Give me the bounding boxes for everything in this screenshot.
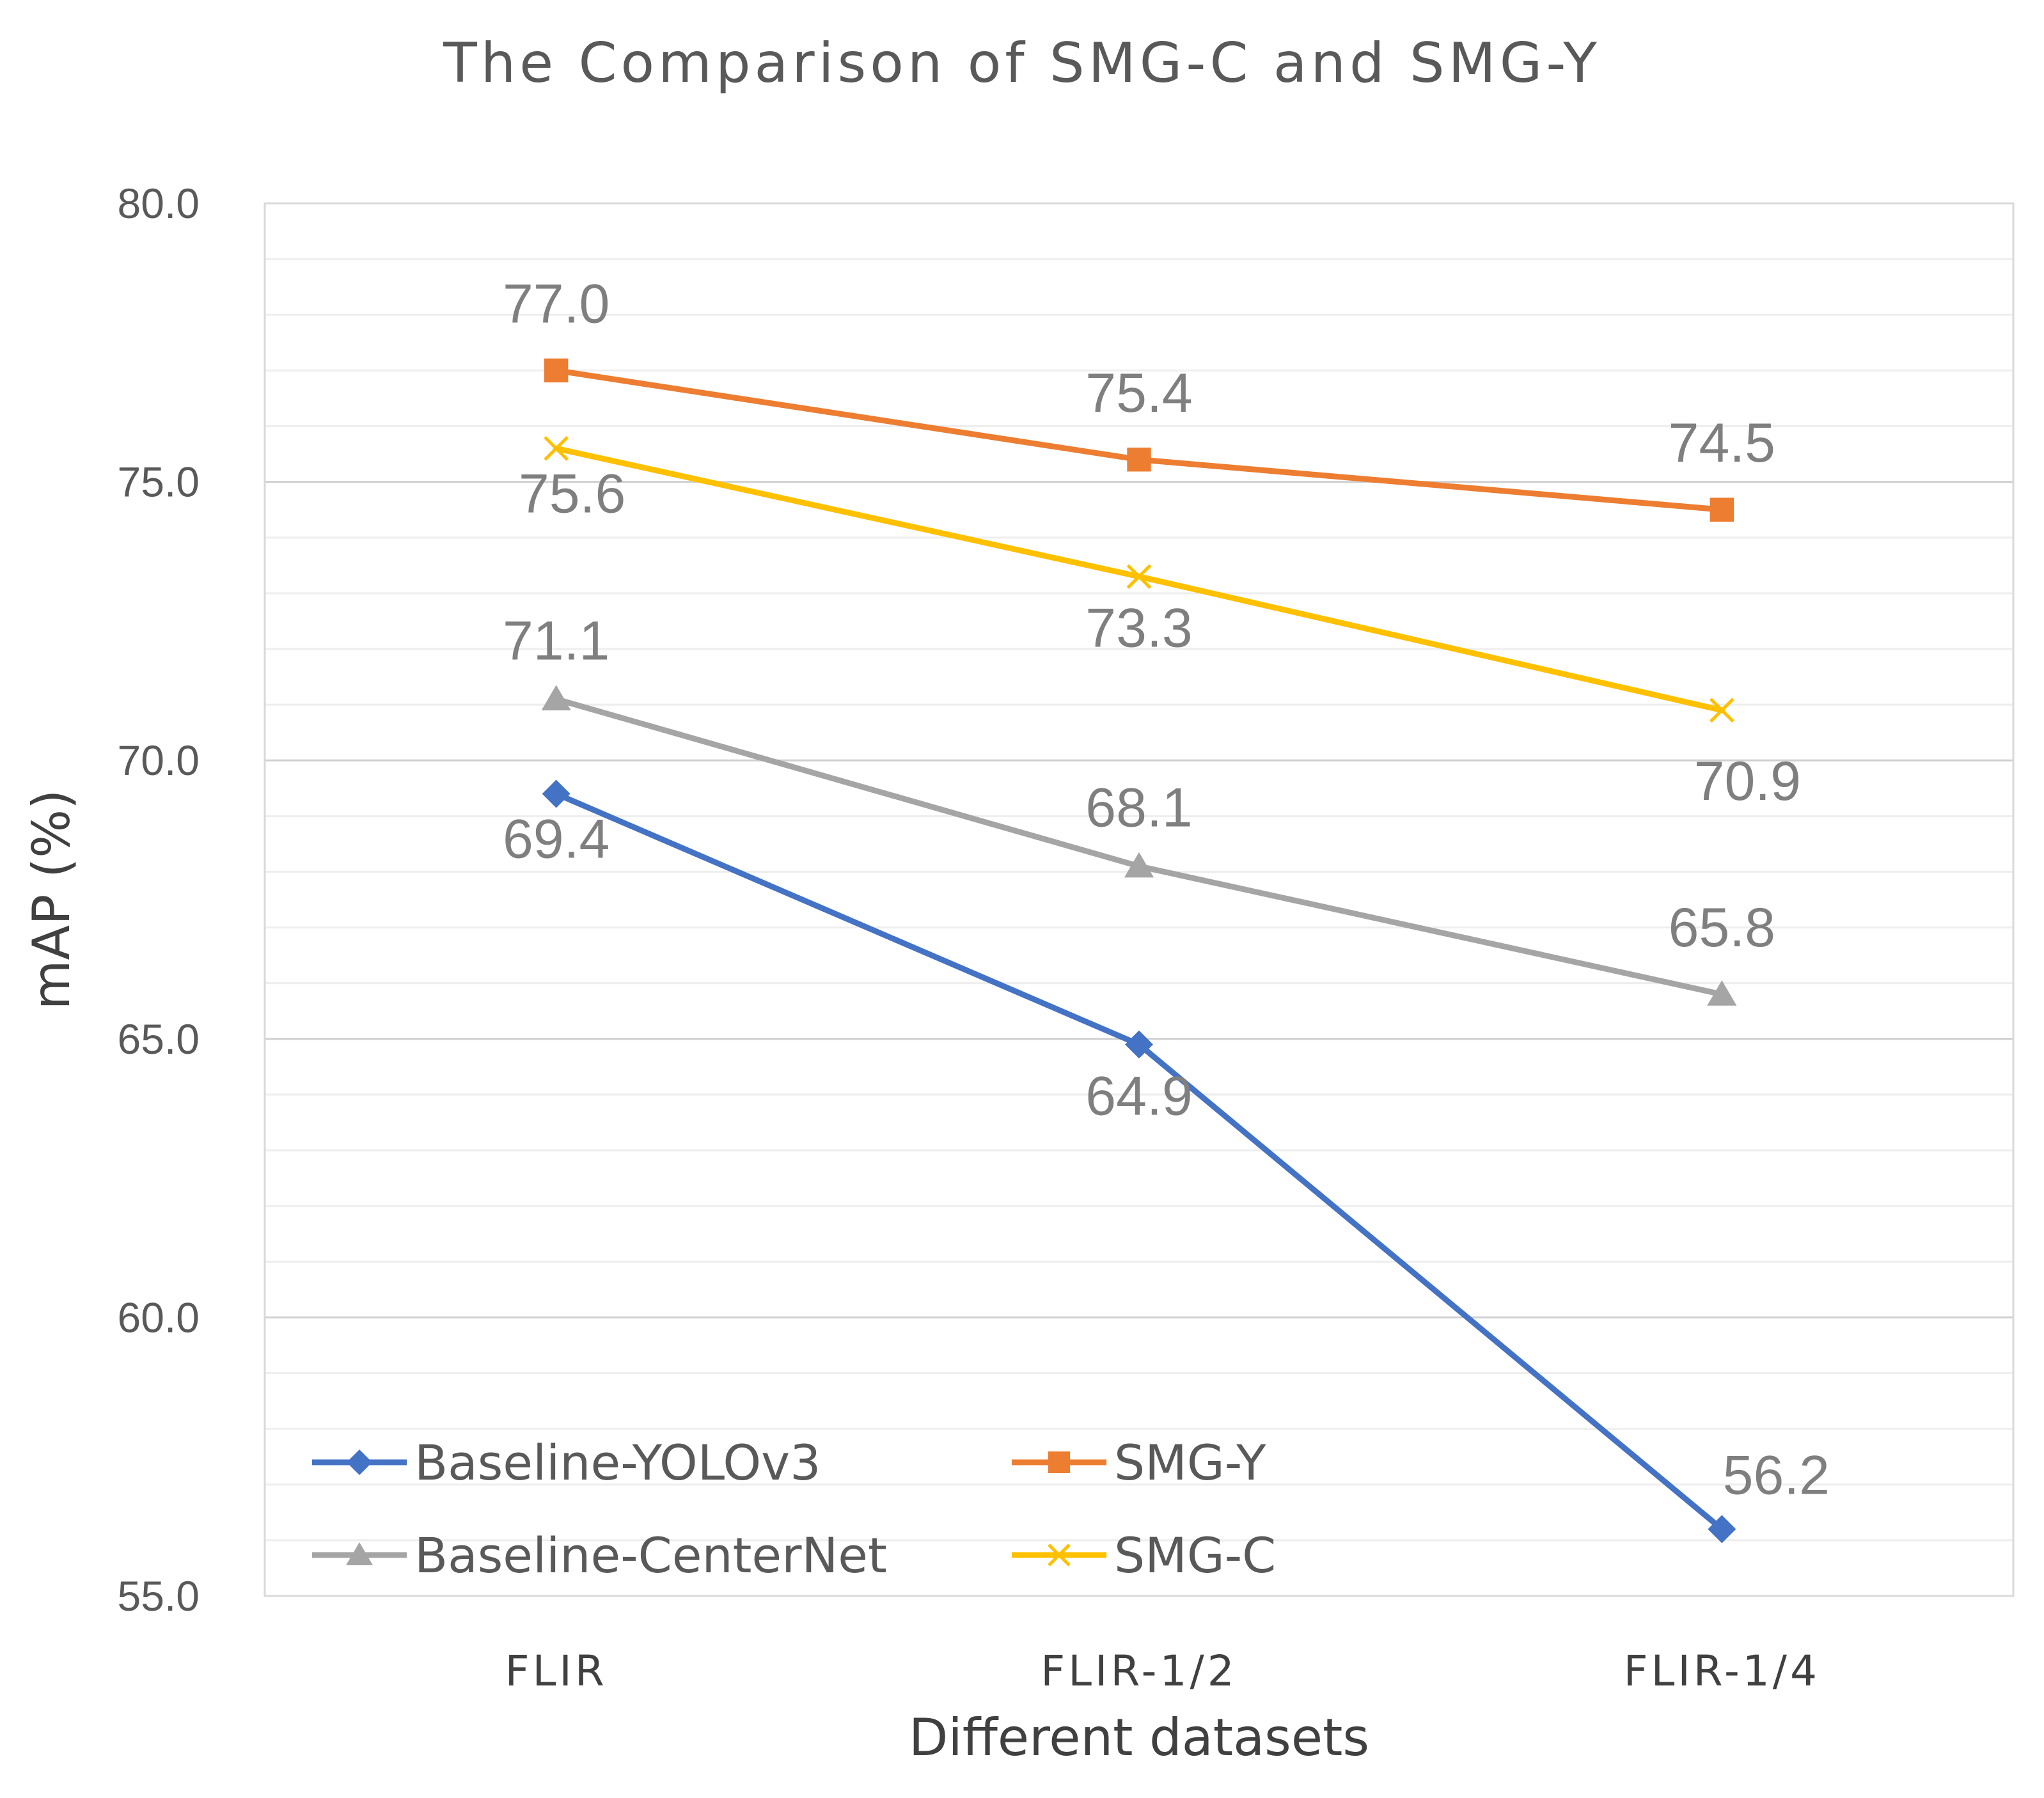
x-tick-label: FLIR-1/4 bbox=[1624, 1646, 1820, 1696]
data-marker bbox=[346, 1542, 373, 1565]
data-label: 71.1 bbox=[503, 610, 609, 671]
data-marker bbox=[1710, 497, 1734, 522]
data-marker bbox=[542, 779, 570, 808]
x-tick-label: FLIR bbox=[505, 1646, 608, 1696]
legend-item: Baseline-CenterNet bbox=[312, 1527, 887, 1584]
legend: Baseline-YOLOv3 SMG-Y Baseline-CenterNet SM… bbox=[312, 1434, 1276, 1584]
y-tick-label: 80.0 bbox=[118, 180, 200, 227]
x-axis-ticks: FLIR FLIR-1/2 FLIR-1/4 bbox=[505, 1646, 1820, 1696]
chart-title: The Comparison of SMG-C and SMG-Y bbox=[443, 31, 1601, 95]
legend-item: Baseline-YOLOv3 bbox=[312, 1434, 821, 1491]
data-label: 68.1 bbox=[1085, 778, 1192, 839]
legend-label: SMG-C bbox=[1114, 1527, 1276, 1584]
y-tick-label: 65.0 bbox=[118, 1015, 200, 1063]
data-label: 65.8 bbox=[1669, 897, 1775, 958]
data-label: 56.2 bbox=[1723, 1444, 1830, 1506]
data-marker bbox=[1048, 1451, 1070, 1473]
data-marker bbox=[1707, 980, 1737, 1006]
y-axis-ticks: 55.0 60.0 65.0 70.0 75.0 80.0 bbox=[118, 180, 200, 1620]
legend-item: SMG-C bbox=[1012, 1527, 1276, 1584]
data-marker bbox=[1126, 564, 1152, 590]
series-baseline-centernet bbox=[541, 685, 1737, 1006]
x-axis-label: Different datasets bbox=[909, 1708, 1369, 1767]
legend-item: SMG-Y bbox=[1012, 1434, 1266, 1491]
data-marker bbox=[1124, 852, 1154, 878]
data-marker bbox=[1127, 448, 1151, 472]
data-marker bbox=[1708, 1515, 1736, 1544]
data-marker bbox=[544, 358, 569, 383]
y-tick-label: 75.0 bbox=[118, 458, 200, 506]
data-label: 70.9 bbox=[1694, 751, 1801, 812]
data-label: 64.9 bbox=[1085, 1066, 1192, 1127]
data-label: 75.4 bbox=[1085, 363, 1192, 424]
data-marker bbox=[541, 685, 571, 710]
legend-label: Baseline-YOLOv3 bbox=[414, 1434, 821, 1491]
data-label: 77.0 bbox=[503, 273, 609, 334]
legend-label: SMG-Y bbox=[1114, 1434, 1266, 1491]
data-label: 69.4 bbox=[503, 808, 609, 870]
data-labels: 69.4 64.9 56.2 77.0 75.4 74.5 71.1 68.1 65.8 75.6… bbox=[503, 273, 1830, 1506]
y-axis-label: mAP (%) bbox=[22, 790, 81, 1010]
y-tick-label: 70.0 bbox=[118, 737, 200, 784]
series-smg-c bbox=[544, 435, 1734, 723]
data-marker bbox=[544, 435, 569, 461]
minor-gridlines bbox=[265, 258, 2013, 1542]
y-tick-label: 55.0 bbox=[118, 1572, 200, 1620]
plot-area-frame bbox=[263, 202, 2015, 1597]
data-marker bbox=[1048, 1544, 1071, 1567]
data-marker bbox=[347, 1450, 372, 1475]
series-smg-y bbox=[544, 358, 1734, 522]
x-tick-label: FLIR-1/2 bbox=[1041, 1646, 1237, 1696]
series-line bbox=[553, 445, 1725, 714]
data-marker bbox=[1709, 698, 1734, 723]
series-line bbox=[553, 790, 1725, 1532]
legend-label: Baseline-CenterNet bbox=[414, 1527, 887, 1584]
data-label: 73.3 bbox=[1085, 598, 1192, 659]
y-tick-label: 60.0 bbox=[118, 1294, 200, 1341]
data-marker bbox=[1125, 1030, 1153, 1059]
series-baseline-yolov3 bbox=[542, 779, 1736, 1544]
data-label: 75.6 bbox=[519, 463, 625, 524]
data-label: 74.5 bbox=[1669, 412, 1775, 474]
series-layer bbox=[541, 358, 1737, 1544]
series-line bbox=[553, 696, 1725, 997]
